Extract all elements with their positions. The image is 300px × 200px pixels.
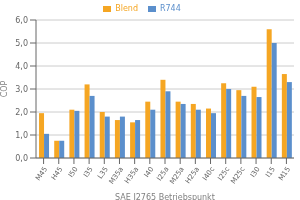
svg-text:3,0: 3,0 [15, 85, 28, 94]
svg-text:I50: I50 [67, 165, 80, 179]
svg-text:1,0: 1,0 [15, 131, 28, 140]
svg-text:H35a: H35a [123, 165, 140, 185]
svg-text:M25a: M25a [168, 165, 186, 185]
svg-text:M45: M45 [34, 165, 49, 182]
html-text:R744: R744 [160, 4, 181, 13]
svg-text:2,0: 2,0 [15, 108, 28, 117]
svg-text:I40: I40 [143, 165, 156, 179]
svg-text:M35a: M35a [108, 165, 126, 185]
svg-text:5,0: 5,0 [15, 39, 28, 48]
svg-text:I25a: I25a [155, 165, 171, 183]
svg-text:L35: L35 [96, 165, 110, 180]
svg-text:M25c: M25c [229, 165, 246, 185]
svg-text:SAE J2765 Betriebspunkt: SAE J2765 Betriebspunkt [115, 193, 215, 200]
svg-text:6,0: 6,0 [15, 16, 28, 25]
svg-text:I40c: I40c [201, 165, 216, 182]
svg-text:I25c: I25c [216, 165, 232, 183]
svg-text:4,0: 4,0 [15, 62, 28, 71]
svg-text:I35: I35 [82, 165, 95, 179]
svg-text:0,0: 0,0 [15, 154, 28, 163]
svg-text:I30: I30 [249, 165, 262, 179]
svg-text:COP: COP [8, 80, 9, 97]
svg-text:H25a: H25a [184, 165, 201, 185]
svg-text:H45: H45 [50, 165, 65, 181]
svg-text:M15: M15 [277, 165, 292, 182]
svg-text:I15: I15 [264, 165, 277, 179]
html-text:Blend: Blend [115, 4, 138, 13]
